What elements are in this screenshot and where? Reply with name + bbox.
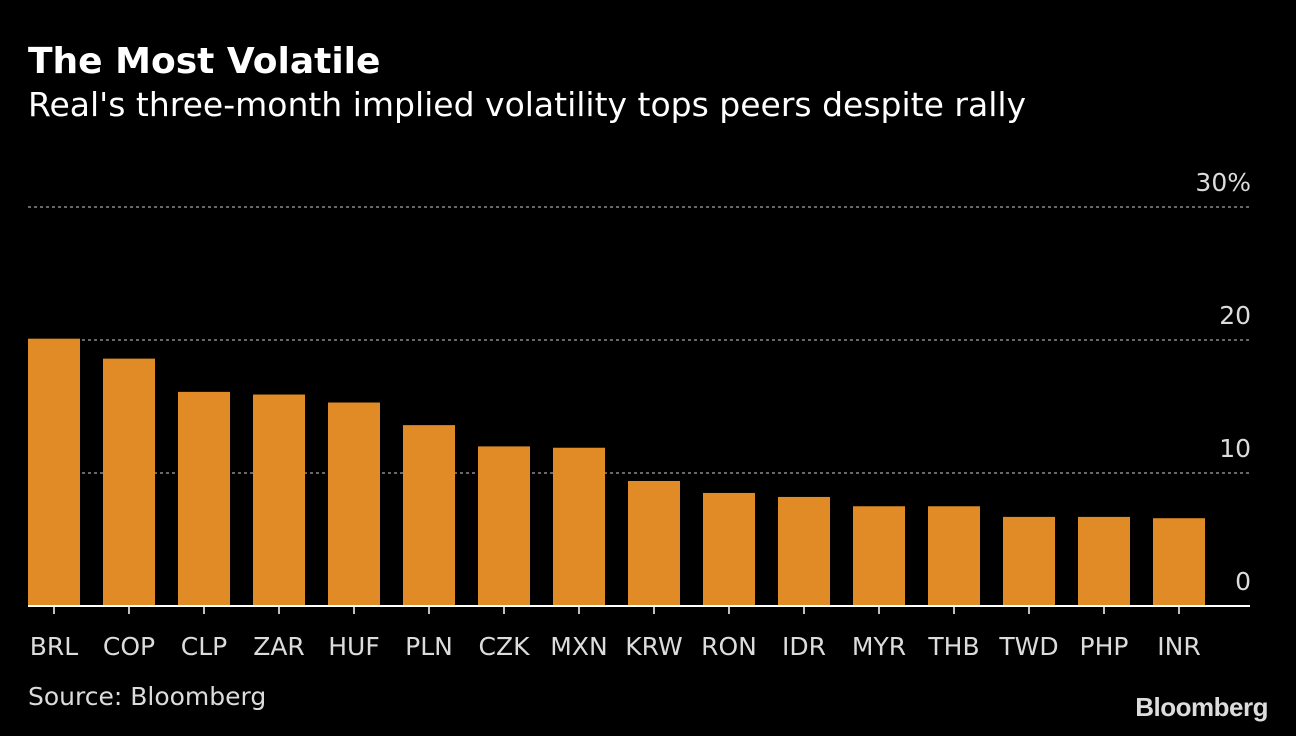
bar-idr xyxy=(778,496,830,606)
x-axis xyxy=(28,605,1250,614)
x-tick-label: BRL xyxy=(30,632,79,661)
bar-cop xyxy=(103,358,155,606)
bar-myr xyxy=(853,506,905,606)
x-tick-label: MXN xyxy=(550,632,607,661)
y-tick-label: 20 xyxy=(1219,301,1251,330)
x-tick-label: PLN xyxy=(405,632,453,661)
y-tick-label: 10 xyxy=(1219,434,1251,463)
y-tick-labels: 0 10 20 30% xyxy=(1195,168,1251,596)
bars xyxy=(28,338,1205,606)
category-labels: BRL COP CLP ZAR HUF PLN CZK MXN KRW RON IDR MYR THB T… xyxy=(30,632,1201,661)
x-tick-label: CLP xyxy=(181,632,227,661)
x-tick-label: MYR xyxy=(852,632,906,661)
x-tick-label: COP xyxy=(103,632,155,661)
bloomberg-logo: Bloomberg xyxy=(1135,692,1268,722)
bar-twd xyxy=(1003,516,1055,606)
bar-mxn xyxy=(553,447,605,606)
x-tick-label: ZAR xyxy=(253,632,305,661)
bar-inr xyxy=(1153,518,1205,606)
bar-pln xyxy=(403,425,455,606)
source-note: Source: Bloomberg xyxy=(28,682,267,711)
x-tick-label: THB xyxy=(927,632,979,661)
chart-subtitle: Real's three-month implied volatility to… xyxy=(28,85,1027,124)
bar-php xyxy=(1078,516,1130,606)
bar-krw xyxy=(628,480,680,606)
bar-zar xyxy=(253,394,305,606)
bar-ron xyxy=(703,492,755,606)
bar-thb xyxy=(928,506,980,606)
y-tick-label: 0 xyxy=(1235,567,1251,596)
bar-czk xyxy=(478,446,530,606)
bar-brl xyxy=(28,338,80,606)
x-tick-label: IDR xyxy=(782,632,826,661)
x-tick-label: HUF xyxy=(328,632,379,661)
x-tick-label: KRW xyxy=(625,632,682,661)
x-tick-label: PHP xyxy=(1080,632,1129,661)
x-tick-label: INR xyxy=(1157,632,1200,661)
bar-clp xyxy=(178,391,230,606)
bar-huf xyxy=(328,402,380,606)
x-tick-label: TWD xyxy=(998,632,1058,661)
chart-title: The Most Volatile xyxy=(28,41,381,82)
y-tick-label: 30% xyxy=(1195,168,1251,197)
x-tick-label: RON xyxy=(701,632,757,661)
x-tick-label: CZK xyxy=(479,632,531,661)
